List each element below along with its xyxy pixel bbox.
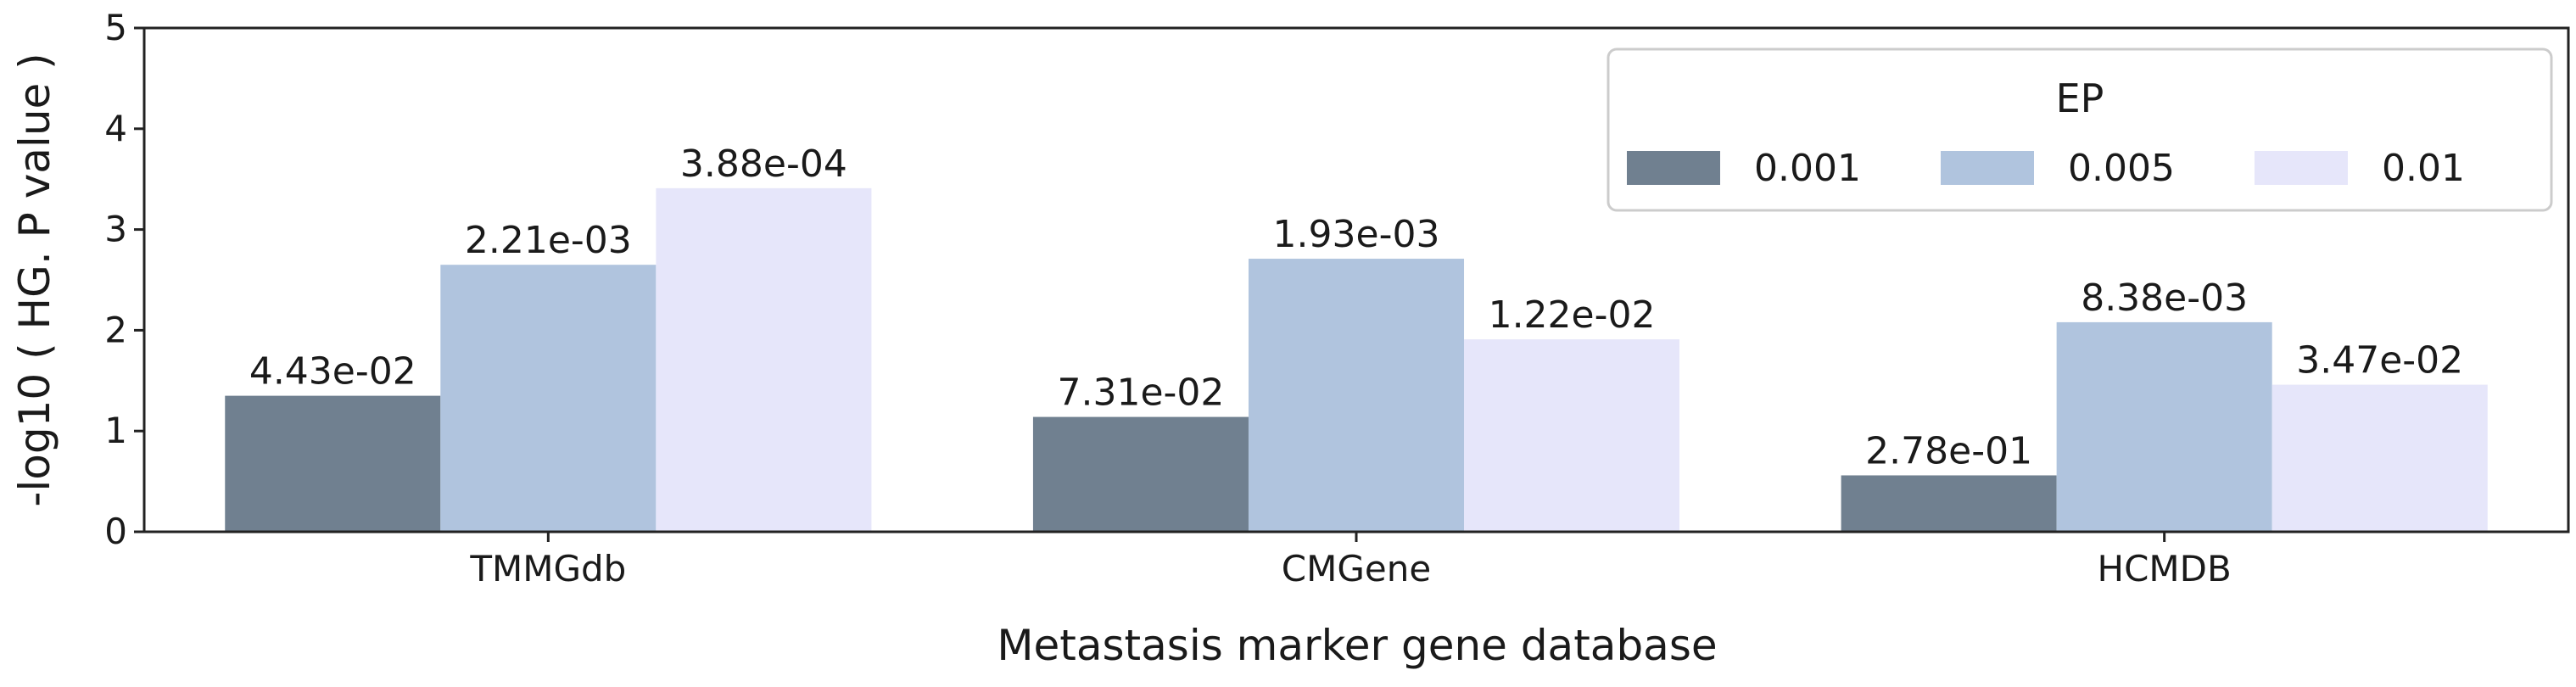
x-tick-label: CMGene — [1282, 548, 1431, 589]
bar — [2271, 384, 2488, 532]
bar — [225, 395, 441, 532]
bar — [2056, 321, 2272, 532]
legend-entry-label: 0.01 — [2382, 147, 2465, 190]
legend-swatch — [2255, 151, 2348, 185]
bar — [1248, 259, 1465, 532]
legend-entry-label: 0.001 — [1754, 147, 1861, 190]
legend-items: 0.001 0.005 0.01 — [1627, 147, 2465, 190]
bar-data-label: 2.21e-03 — [465, 219, 632, 262]
plot-frame — [142, 26, 2570, 533]
bar — [440, 265, 657, 532]
x-axis: TMMGdb CMGene HCMDB — [469, 532, 2232, 589]
bar-data-label: 1.22e-02 — [1489, 293, 1656, 337]
x-tick-label: TMMGdb — [469, 548, 626, 589]
y-tick-label: 4 — [104, 108, 127, 149]
bar — [1032, 416, 1249, 532]
data-labels-layer: 4.43e-02 2.21e-03 3.88e-04 7.31e-02 1.93e-03… — [249, 142, 2463, 473]
bar-data-label: 1.93e-03 — [1273, 213, 1440, 256]
bar — [656, 187, 872, 532]
legend: EP 0.001 0.005 0.01 — [1607, 47, 2553, 212]
bar-data-label: 3.88e-04 — [680, 142, 847, 186]
y-axis: 0 1 2 3 4 5 — [104, 7, 144, 552]
bar — [1841, 475, 2057, 532]
bar — [1464, 339, 1680, 532]
y-tick-label: 0 — [104, 511, 127, 552]
bar-data-label: 7.31e-02 — [1058, 371, 1225, 415]
legend-entry-label: 0.005 — [2068, 147, 2175, 190]
legend-title: EP — [2056, 75, 2104, 121]
bar-data-label: 3.47e-02 — [2296, 339, 2463, 383]
x-axis-label: Metastasis marker gene database — [997, 621, 1717, 670]
y-axis-label: -log10 ( HG. P value ) — [10, 53, 59, 506]
bar-data-label: 8.38e-03 — [2081, 276, 2248, 320]
y-tick-label: 5 — [104, 7, 127, 48]
y-tick-label: 3 — [104, 209, 127, 250]
y-tick-label: 1 — [104, 410, 127, 451]
bar-data-label: 4.43e-02 — [249, 350, 416, 394]
bars-layer — [225, 187, 2488, 532]
legend-swatch — [1627, 151, 1720, 185]
x-tick-label: HCMDB — [2098, 548, 2232, 589]
y-tick-label: 2 — [104, 309, 127, 350]
legend-swatch — [1941, 151, 2034, 185]
bar-data-label: 2.78e-01 — [1865, 429, 2032, 472]
